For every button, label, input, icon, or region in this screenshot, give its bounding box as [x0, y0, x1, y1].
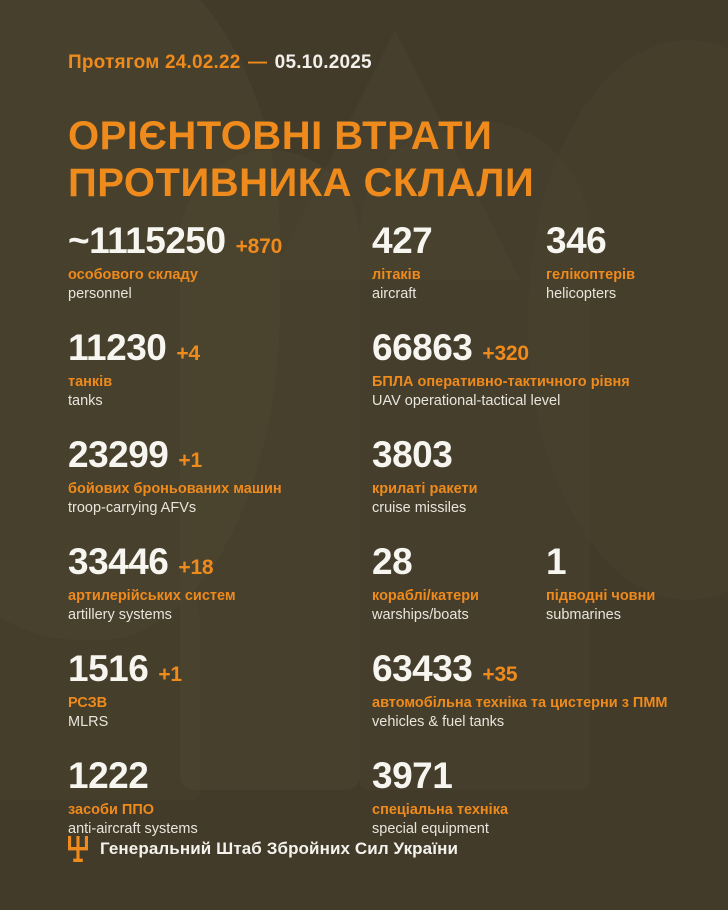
- stat-label-en: submarines: [546, 607, 621, 624]
- stat-label-ua: танків: [68, 373, 113, 390]
- stat-value: 66863: [372, 327, 473, 369]
- stat-label-en: vehicles & fuel tanks: [372, 714, 505, 731]
- date-range: Протягом 24.02.22 — 05.10.2025: [68, 52, 372, 74]
- stat-delta: +870: [235, 235, 283, 258]
- stat-label-ua: БПЛА оперативно-тактичного рівня: [372, 373, 630, 390]
- stat-label-ua: спеціальна техніка: [372, 802, 509, 819]
- stat-label-ua: особового складу: [68, 266, 198, 283]
- stat-value: 33446: [68, 541, 169, 583]
- stat-submarines: 1 підводні човни submarines: [546, 541, 712, 624]
- stat-label-en: UAV operational-tactical level: [372, 393, 561, 410]
- stat-label-en: anti-aircraft systems: [68, 821, 198, 838]
- date-range-dash: —: [247, 52, 268, 73]
- stat-label-en: artillery systems: [68, 607, 172, 624]
- stat-delta: +35: [482, 663, 518, 687]
- stat-label-en: tanks: [68, 393, 103, 410]
- stat-label-en: special equipment: [372, 821, 489, 838]
- stat-anti-aircraft: 1222 засоби ППО anti-aircraft systems: [68, 757, 358, 838]
- stat-value: 1516: [68, 648, 149, 690]
- stat-uav: 66863 +320 БПЛА оперативно-тактичного рі…: [372, 327, 712, 410]
- stat-label-ua: гелікоптерів: [546, 266, 635, 283]
- stat-vehicles-fuel-tanks: 63433 +35 автомобільна техніка та цистер…: [372, 650, 712, 731]
- stat-delta: +1: [158, 663, 182, 687]
- stat-label-en: troop-carrying AFVs: [68, 500, 197, 517]
- stat-label-ua: автомобільна техніка та цистерни з ПММ: [372, 695, 668, 712]
- stat-cruise-missiles: 3803 крилаті ракети cruise missiles: [372, 434, 712, 517]
- statistics-column-right: 427 літаків aircraft 346 гелікоптерів he…: [372, 220, 712, 865]
- date-range-prefix: Протягом 24.02.22: [68, 52, 241, 73]
- stat-delta: +4: [176, 342, 200, 366]
- stat-afvs: 23299 +1 бойових броньованих машин troop…: [68, 434, 358, 517]
- statistics-column-left: ~1115250 +870 особового складу personnel…: [68, 220, 358, 865]
- date-range-end: 05.10.2025: [274, 52, 372, 73]
- trident-icon: [68, 836, 88, 862]
- stat-label-en: personnel: [68, 285, 132, 302]
- stat-value: 1222: [68, 755, 149, 797]
- stat-label-en: MLRS: [68, 714, 109, 731]
- stat-delta: +320: [482, 342, 529, 366]
- stat-warships: 28 кораблі/катери warships/boats: [372, 541, 546, 624]
- stat-delta: +1: [178, 449, 202, 473]
- stat-delta: +18: [178, 556, 214, 580]
- stat-label-ua: засоби ППО: [68, 802, 155, 819]
- stat-value: 28: [372, 541, 413, 583]
- stat-row-air: 427 літаків aircraft 346 гелікоптерів he…: [372, 220, 712, 303]
- stat-label-ua: крилаті ракети: [372, 481, 478, 498]
- stat-value: 11230: [68, 327, 167, 369]
- stat-label-ua: артилерійських систем: [68, 588, 236, 605]
- stat-tanks: 11230 +4 танків tanks: [68, 327, 358, 410]
- stat-value: 63433: [372, 648, 473, 690]
- stat-label-ua: бойових броньованих машин: [68, 481, 282, 498]
- stat-value: 3803: [372, 434, 453, 476]
- stat-value: 1: [546, 541, 567, 583]
- stat-helicopters: 346 гелікоптерів helicopters: [546, 220, 712, 303]
- stat-label-en: helicopters: [546, 285, 617, 302]
- stat-value: ~1115250: [68, 220, 226, 261]
- stat-label-ua: літаків: [372, 266, 421, 283]
- footer: Генеральний Штаб Збройних Сил України: [68, 836, 458, 862]
- page-title: ОРІЄНТОВНІ ВТРАТИ ПРОТИВНИКА СКЛАЛИ: [68, 113, 535, 205]
- stat-label-ua: підводні човни: [546, 588, 656, 605]
- stat-aircraft: 427 літаків aircraft: [372, 220, 546, 303]
- footer-label: Генеральний Штаб Збройних Сил України: [100, 839, 459, 858]
- stat-value: 427: [372, 220, 433, 261]
- stat-label-en: cruise missiles: [372, 500, 467, 517]
- stat-row-naval: 28 кораблі/катери warships/boats 1 підво…: [372, 541, 712, 624]
- stat-personnel: ~1115250 +870 особового складу personnel: [68, 220, 358, 303]
- stat-mlrs: 1516 +1 РСЗВ MLRS: [68, 650, 358, 731]
- stat-label-en: aircraft: [372, 285, 417, 302]
- stat-value: 3971: [372, 755, 453, 797]
- stat-artillery: 33446 +18 артилерійських систем artiller…: [68, 541, 358, 624]
- stat-label-en: warships/boats: [372, 607, 469, 624]
- stat-value: 23299: [68, 434, 169, 476]
- stat-label-ua: РСЗВ: [68, 695, 108, 712]
- stat-special-equipment: 3971 спеціальна техніка special equipmen…: [372, 757, 712, 838]
- stat-value: 346: [546, 220, 607, 261]
- stat-label-ua: кораблі/катери: [372, 588, 479, 605]
